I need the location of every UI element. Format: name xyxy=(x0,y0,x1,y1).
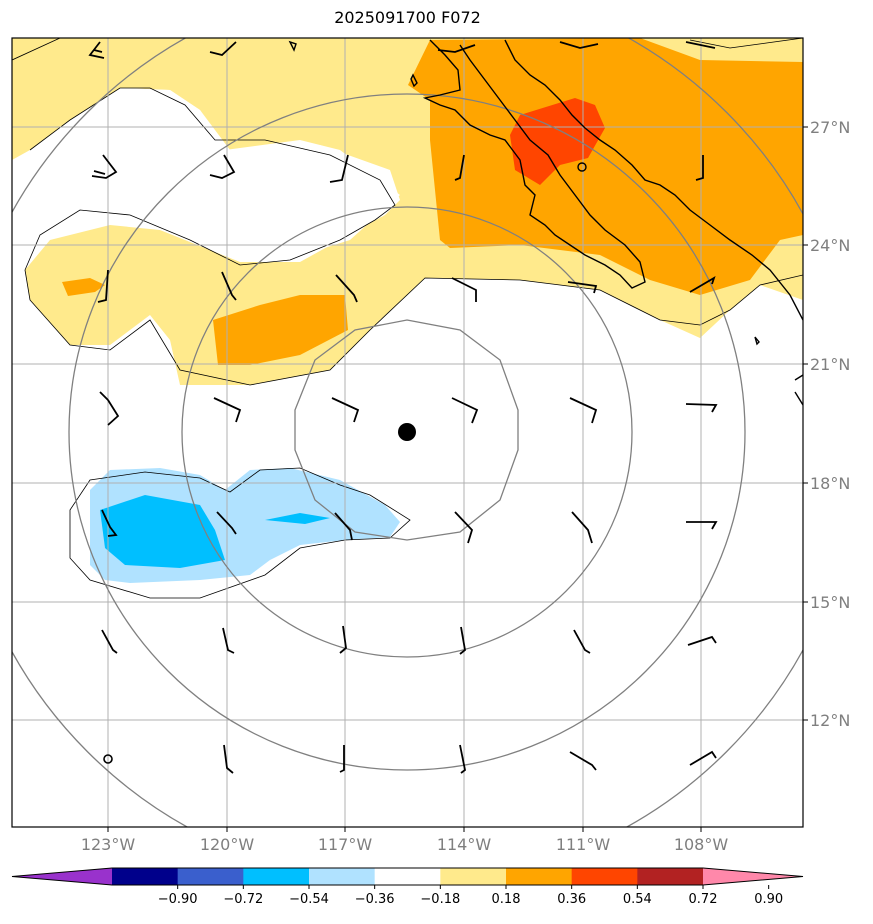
lat-label: 15°N xyxy=(810,593,850,612)
lat-label: 27°N xyxy=(810,118,850,137)
lon-label: 108°W xyxy=(674,835,729,854)
colorbar-swatch xyxy=(440,868,507,885)
figure-title: 2025091700 F072 xyxy=(334,8,481,27)
colorbar-swatch xyxy=(571,868,638,885)
colorbar-swatch xyxy=(177,868,244,885)
lon-label: 120°W xyxy=(200,835,255,854)
colorbar-label: −0.54 xyxy=(289,892,329,907)
colorbar-label: −0.90 xyxy=(158,892,198,907)
colorbar-outline xyxy=(11,867,804,886)
colorbar-extend-max xyxy=(703,868,803,885)
colorbar-label: −0.18 xyxy=(420,892,460,907)
range-rings xyxy=(12,38,803,827)
colorbar-swatch xyxy=(243,868,310,885)
colorbar-extend-min xyxy=(12,868,112,885)
lat-label: 21°N xyxy=(810,355,850,374)
colorbar-label: 0.54 xyxy=(623,892,652,907)
lat-label: 12°N xyxy=(810,711,850,730)
contour-lines xyxy=(12,38,803,599)
lon-label: 114°W xyxy=(437,835,492,854)
colorbar: −0.90 −0.72 −0.54 −0.36 −0.18 0.18 0.36 0.54 0.7… xyxy=(11,867,804,907)
axis-ticks xyxy=(107,126,808,832)
map-frame xyxy=(11,37,804,828)
colorbar-swatch xyxy=(374,868,441,885)
wind-barbs xyxy=(88,41,718,774)
map-area xyxy=(12,38,803,827)
colorbar-swatch xyxy=(309,868,376,885)
shade-negative-mid xyxy=(100,495,225,568)
graticule xyxy=(12,38,803,827)
lon-label: 123°W xyxy=(81,835,136,854)
colorbar-label: −0.36 xyxy=(355,892,395,907)
lon-label: 117°W xyxy=(318,835,373,854)
colorbar-label: −0.72 xyxy=(223,892,263,907)
storm-center-dot xyxy=(398,423,416,441)
lat-label: 24°N xyxy=(810,236,850,255)
lon-label: 111°W xyxy=(556,835,611,854)
colorbar-swatch xyxy=(637,868,704,885)
coastline xyxy=(288,39,803,406)
lat-label: 18°N xyxy=(810,474,850,493)
colorbar-label: 0.90 xyxy=(754,892,783,907)
shade-positive-high xyxy=(510,98,605,185)
colorbar-label: 0.36 xyxy=(557,892,586,907)
colorbar-label: 0.18 xyxy=(492,892,521,907)
colorbar-label: 0.72 xyxy=(689,892,718,907)
colorbar-swatch xyxy=(112,868,179,885)
colorbar-swatch xyxy=(506,868,573,885)
